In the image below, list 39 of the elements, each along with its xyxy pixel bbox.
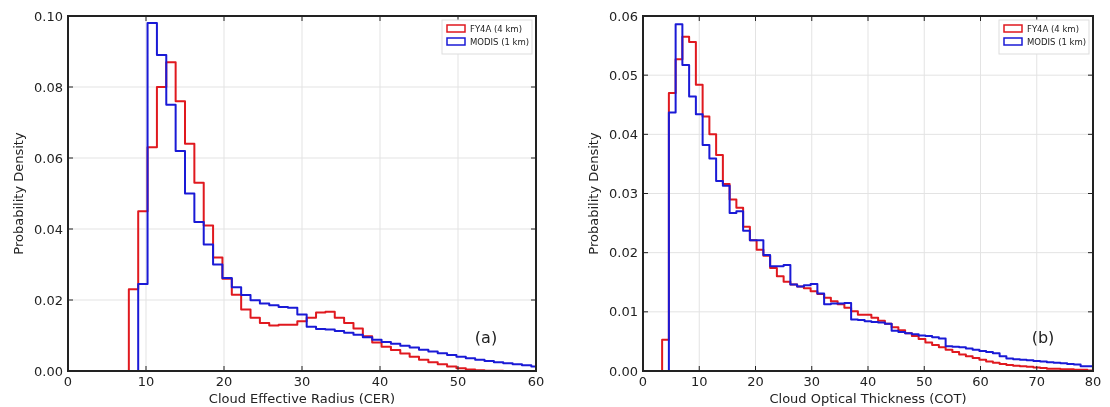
y-tick-label: 0.02 (609, 245, 638, 261)
x-tick-label: 20 (215, 374, 233, 389)
x-tick-label: 60 (527, 374, 545, 389)
x-tick-label: 50 (449, 374, 467, 389)
legend-label: MODIS (1 km) (470, 37, 530, 47)
y-tick-label: 0.00 (609, 363, 638, 379)
y-tick-label: 0.03 (609, 186, 638, 201)
x-tick-label: 0 (638, 374, 648, 389)
x-tick-label: 60 (972, 374, 989, 389)
x-tick-label: 40 (859, 374, 877, 389)
y-tick-label: 0.04 (34, 221, 63, 237)
legend-label: FY4A (4 km) (470, 24, 522, 34)
y-tick-label: 0.02 (34, 292, 63, 308)
x-tick-label: 30 (803, 374, 821, 389)
y-tick-label: 0.10 (34, 8, 63, 24)
legend-label: FY4A (4 km) (1027, 24, 1079, 34)
y-axis-title: Probability Density (586, 132, 601, 255)
x-tick-label: 10 (137, 374, 155, 389)
x-tick-label: 30 (293, 374, 311, 389)
y-tick-label: 0.06 (609, 8, 638, 24)
x-tick-label: 70 (1028, 374, 1046, 389)
x-tick-label: 10 (690, 374, 708, 389)
x-axis-title: Cloud Optical Thickness (COT) (769, 391, 967, 406)
x-tick-label: 20 (747, 374, 764, 389)
legend-label: MODIS (1 km) (1027, 37, 1087, 47)
y-tick-label: 0.04 (609, 126, 638, 142)
y-tick-label: 0.00 (34, 363, 63, 379)
annotation: (a) (474, 328, 498, 347)
annotation: (b) (1031, 328, 1055, 347)
x-tick-label: 50 (915, 374, 933, 389)
y-tick-label: 0.01 (609, 304, 638, 320)
x-tick-label: 80 (1084, 374, 1102, 389)
y-tick-label: 0.08 (34, 79, 63, 95)
x-axis-title: Cloud Effective Radius (CER) (208, 391, 396, 406)
y-tick-label: 0.06 (34, 150, 63, 166)
y-tick-label: 0.05 (609, 67, 638, 83)
x-tick-label: 40 (371, 374, 389, 389)
x-tick-label: 0 (63, 374, 73, 389)
y-axis-title: Probability Density (11, 132, 26, 255)
